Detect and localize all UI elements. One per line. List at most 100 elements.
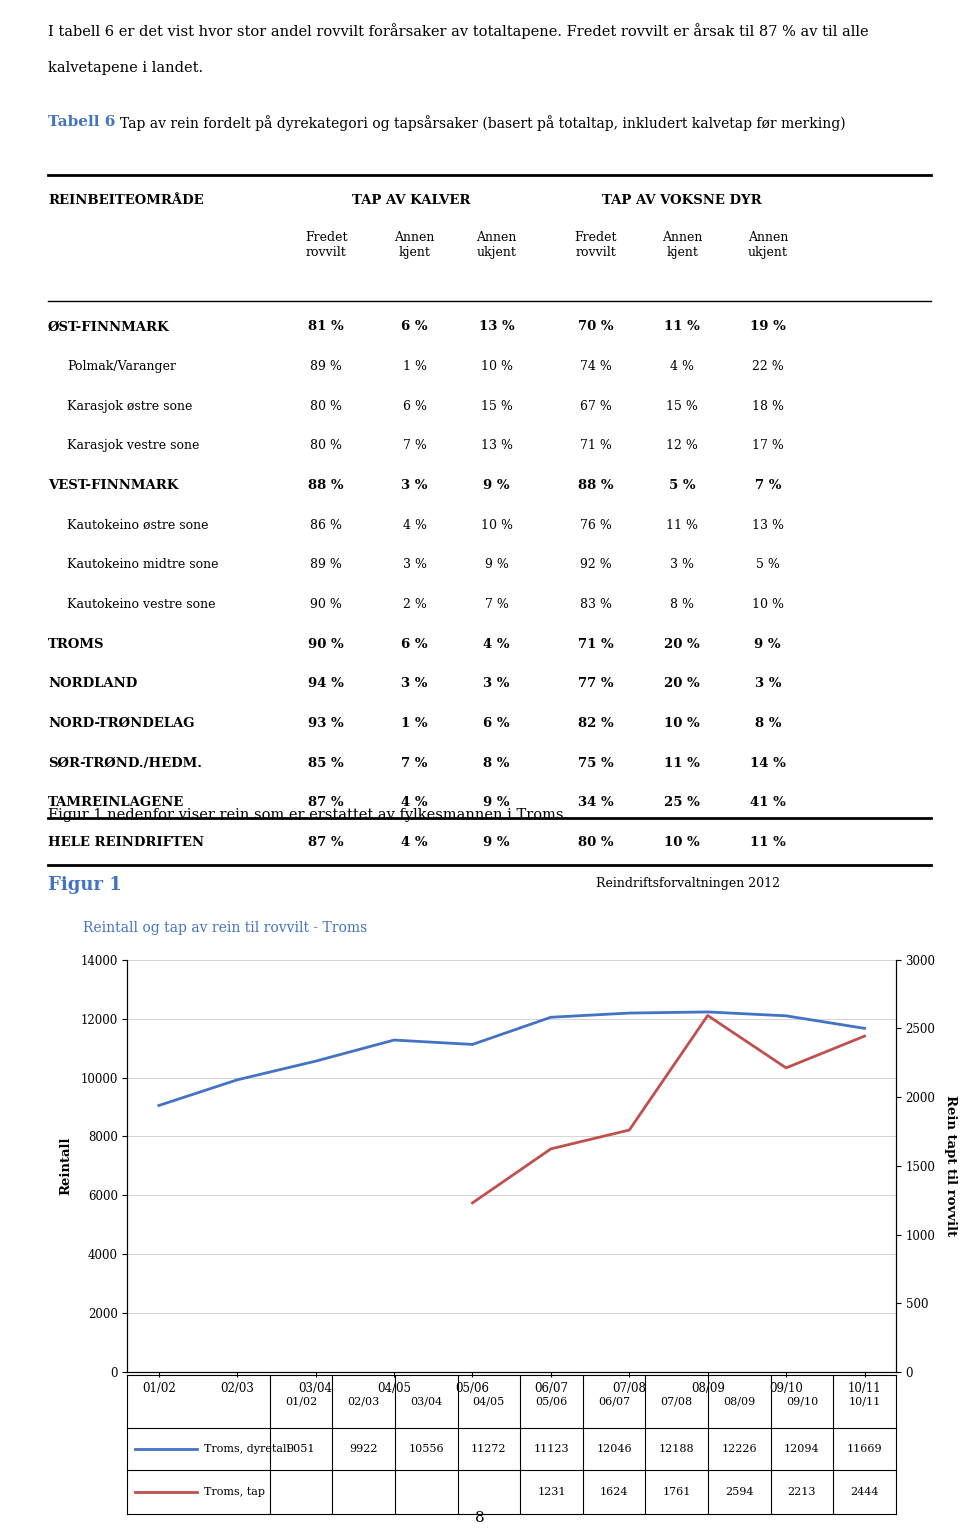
- Text: Figur 1: Figur 1: [48, 876, 122, 895]
- Text: 89 %: 89 %: [310, 360, 342, 373]
- Text: 20 %: 20 %: [664, 638, 700, 650]
- Text: 15 %: 15 %: [481, 400, 513, 412]
- Text: 15 %: 15 %: [666, 400, 698, 412]
- Text: 41 %: 41 %: [750, 796, 785, 808]
- Text: 22 %: 22 %: [752, 360, 783, 373]
- Text: 94 %: 94 %: [308, 678, 344, 690]
- Text: 2 %: 2 %: [402, 598, 426, 610]
- Text: NORD-TRØNDELAG: NORD-TRØNDELAG: [48, 716, 195, 730]
- Text: Tap av rein fordelt på dyrekategori og tapsårsaker (basert på totaltap, inkluder: Tap av rein fordelt på dyrekategori og t…: [120, 115, 846, 131]
- Text: 88 %: 88 %: [578, 480, 613, 492]
- Text: 77 %: 77 %: [578, 678, 613, 690]
- Text: 81 %: 81 %: [308, 320, 344, 334]
- Text: Karasjok østre sone: Karasjok østre sone: [67, 400, 193, 412]
- Text: 90 %: 90 %: [308, 638, 344, 650]
- Text: 4 %: 4 %: [402, 518, 426, 532]
- Text: 82 %: 82 %: [578, 716, 613, 730]
- Text: 6 %: 6 %: [401, 638, 428, 650]
- Text: TAP AV VOKSNE DYR: TAP AV VOKSNE DYR: [602, 194, 761, 206]
- Text: 13 %: 13 %: [481, 440, 513, 452]
- Text: TAMREINLAGENE: TAMREINLAGENE: [48, 796, 184, 808]
- Text: 6 %: 6 %: [402, 400, 426, 412]
- Text: 8 %: 8 %: [484, 756, 510, 770]
- Text: Kautokeino østre sone: Kautokeino østre sone: [67, 518, 209, 532]
- Text: 4 %: 4 %: [670, 360, 694, 373]
- Text: 88 %: 88 %: [308, 480, 344, 492]
- Text: TAP AV KALVER: TAP AV KALVER: [352, 194, 470, 206]
- Text: Karasjok vestre sone: Karasjok vestre sone: [67, 440, 200, 452]
- Text: REINBEITEOMRÅDE: REINBEITEOMRÅDE: [48, 194, 204, 206]
- Text: 11 %: 11 %: [666, 518, 698, 532]
- Text: 5 %: 5 %: [756, 558, 780, 572]
- Text: 74 %: 74 %: [580, 360, 612, 373]
- Text: 85 %: 85 %: [308, 756, 344, 770]
- Text: 10 %: 10 %: [481, 518, 513, 532]
- Text: 8: 8: [475, 1511, 485, 1525]
- Text: 80 %: 80 %: [310, 400, 342, 412]
- Text: 11 %: 11 %: [664, 756, 700, 770]
- Text: 83 %: 83 %: [580, 598, 612, 610]
- Text: 10 %: 10 %: [664, 716, 700, 730]
- Text: 7 %: 7 %: [401, 756, 428, 770]
- Text: 87 %: 87 %: [308, 796, 344, 808]
- Text: 11 %: 11 %: [750, 836, 785, 848]
- Text: Reintall og tap av rein til rovvilt - Troms: Reintall og tap av rein til rovvilt - Tr…: [84, 921, 368, 934]
- Text: 76 %: 76 %: [580, 518, 612, 532]
- Text: Fredet
rovvilt: Fredet rovvilt: [305, 232, 348, 260]
- Text: 13 %: 13 %: [752, 518, 783, 532]
- Text: 87 %: 87 %: [308, 836, 344, 848]
- Text: 1 %: 1 %: [401, 716, 428, 730]
- Text: 7 %: 7 %: [755, 480, 781, 492]
- Text: Tabell 6: Tabell 6: [48, 115, 115, 129]
- Text: 90 %: 90 %: [310, 598, 342, 610]
- Text: 11 %: 11 %: [664, 320, 700, 334]
- Text: I tabell 6 er det vist hvor stor andel rovvilt forårsaker av totaltapene. Fredet: I tabell 6 er det vist hvor stor andel r…: [48, 23, 869, 38]
- Text: kalvetapene i landet.: kalvetapene i landet.: [48, 61, 204, 75]
- Text: SØR-TRØND./HEDM.: SØR-TRØND./HEDM.: [48, 756, 202, 770]
- Text: 13 %: 13 %: [479, 320, 515, 334]
- Text: 92 %: 92 %: [580, 558, 612, 572]
- Text: 19 %: 19 %: [750, 320, 785, 334]
- Text: 3 %: 3 %: [401, 480, 428, 492]
- Text: 80 %: 80 %: [578, 836, 613, 848]
- Text: 6 %: 6 %: [401, 320, 428, 334]
- Text: 1 %: 1 %: [402, 360, 426, 373]
- Text: 7 %: 7 %: [402, 440, 426, 452]
- Text: 3 %: 3 %: [755, 678, 781, 690]
- Text: 4 %: 4 %: [401, 836, 428, 848]
- Text: Reindriftsforvaltningen 2012: Reindriftsforvaltningen 2012: [595, 876, 780, 890]
- Text: 71 %: 71 %: [580, 440, 612, 452]
- Text: 67 %: 67 %: [580, 400, 612, 412]
- Text: Polmak/Varanger: Polmak/Varanger: [67, 360, 177, 373]
- Text: 3 %: 3 %: [670, 558, 694, 572]
- Text: VEST-FINNMARK: VEST-FINNMARK: [48, 480, 179, 492]
- Text: 14 %: 14 %: [750, 756, 785, 770]
- Text: 9 %: 9 %: [483, 480, 510, 492]
- Text: 4 %: 4 %: [401, 796, 428, 808]
- Text: 93 %: 93 %: [308, 716, 344, 730]
- Text: NORDLAND: NORDLAND: [48, 678, 137, 690]
- Text: 4 %: 4 %: [483, 638, 510, 650]
- Text: Kautokeino midtre sone: Kautokeino midtre sone: [67, 558, 219, 572]
- Text: 25 %: 25 %: [664, 796, 700, 808]
- Text: 34 %: 34 %: [578, 796, 613, 808]
- Text: 5 %: 5 %: [669, 480, 695, 492]
- Text: 6 %: 6 %: [483, 716, 510, 730]
- Text: Kautokeino vestre sone: Kautokeino vestre sone: [67, 598, 216, 610]
- Text: 10 %: 10 %: [752, 598, 783, 610]
- Text: 9 %: 9 %: [483, 836, 510, 848]
- Text: 12 %: 12 %: [666, 440, 698, 452]
- Text: Annen
ukjent: Annen ukjent: [476, 232, 516, 260]
- Text: 89 %: 89 %: [310, 558, 342, 572]
- Text: 20 %: 20 %: [664, 678, 700, 690]
- Text: 70 %: 70 %: [578, 320, 613, 334]
- Text: 8 %: 8 %: [670, 598, 694, 610]
- Text: 10 %: 10 %: [664, 836, 700, 848]
- Text: Annen
kjent: Annen kjent: [662, 232, 703, 260]
- Text: 3 %: 3 %: [401, 678, 428, 690]
- Text: 8 %: 8 %: [755, 716, 781, 730]
- Text: TROMS: TROMS: [48, 638, 105, 650]
- Text: Figur 1 nedenfor viser rein som er erstattet av fylkesmannen i Troms.: Figur 1 nedenfor viser rein som er ersta…: [48, 808, 568, 822]
- Text: ØST-FINNMARK: ØST-FINNMARK: [48, 320, 170, 334]
- Text: Fredet
rovvilt: Fredet rovvilt: [574, 232, 617, 260]
